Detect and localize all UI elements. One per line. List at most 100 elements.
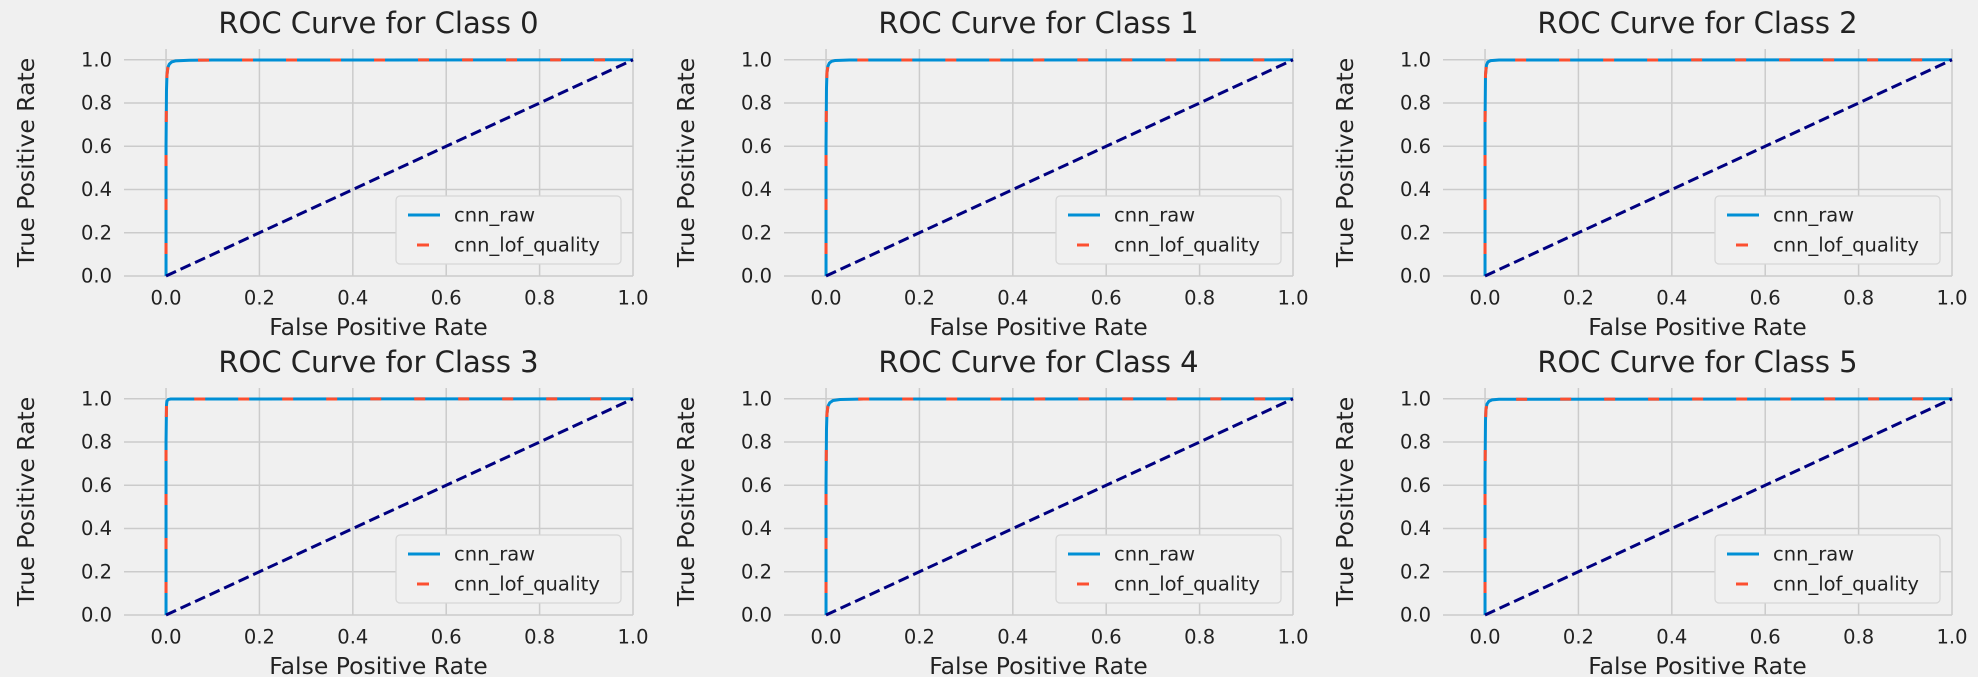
y-tick-label: 0.8 [81,431,112,454]
series-group [824,58,1294,278]
y-tick-label: 0.2 [1400,560,1431,583]
x-axis-label: False Positive Rate [269,652,487,677]
legend-label: cnn_lof_quality [1773,234,1919,257]
x-tick-label: 0.0 [811,287,842,310]
y-axis-label: True Positive Rate [1331,397,1359,607]
y-tick-label: 0.4 [1400,178,1431,201]
legend-label: cnn_lof_quality [1114,234,1260,257]
series-line-cnn-lof-quality [1483,58,1953,276]
subplot-title: ROC Curve for Class 1 [878,6,1198,40]
x-tick-label: 0.0 [1470,287,1501,310]
y-tick-label: 0.8 [1400,431,1431,454]
x-tick-label: 1.0 [617,626,648,649]
x-tick-label: 0.4 [337,287,368,310]
legend-label: cnn_lof_quality [454,573,600,596]
y-tick-label: 0.6 [741,135,772,158]
y-axis-label: True Positive Rate [672,58,700,268]
legend-label: cnn_lof_quality [454,234,600,257]
x-tick-label: 0.6 [1750,626,1781,649]
legend-box [395,195,622,265]
x-tick-label: 0.4 [337,626,368,649]
subplot-3: 0.0 0.2 0.4 0.6 0.8 1.0 0.0 0.2 0.4 0.6 0.8 1.0 ROC … [12,345,649,677]
y-tick-label: 1.0 [741,387,772,410]
subplot-1: 0.0 0.2 0.4 0.6 0.8 1.0 0.0 0.2 0.4 0.6 0.8 1.0 ROC … [672,6,1309,341]
y-tick-label: 0.4 [81,178,112,201]
y-tick-label: 0.4 [741,517,772,540]
y-axis-label: True Positive Rate [12,58,40,268]
x-tick-label: 0.6 [1091,287,1122,310]
x-tick-label: 0.6 [1091,626,1122,649]
x-tick-label: 0.6 [431,626,462,649]
y-tick-label: 0.2 [81,560,112,583]
x-tick-label: 1.0 [617,287,648,310]
subplot-title: ROC Curve for Class 4 [878,345,1198,379]
y-tick-label: 0.4 [1400,517,1431,540]
x-tick-label: 0.8 [524,626,555,649]
chance-diagonal-line [165,58,634,278]
legend: cnn_raw cnn_lof_quality [395,534,622,604]
y-axis-label: True Positive Rate [1331,58,1359,268]
x-tick-label: 0.4 [1656,626,1687,649]
legend-box [1714,195,1941,265]
y-tick-label: 0.0 [81,604,112,627]
chance-diagonal-line [1484,397,1953,617]
y-tick-label: 0.8 [741,431,772,454]
series-group [164,397,634,617]
y-tick-label: 0.2 [1400,221,1431,244]
x-axis-label: False Positive Rate [1588,652,1806,677]
legend: cnn_raw cnn_lof_quality [395,195,622,265]
subplot-title: ROC Curve for Class 5 [1537,345,1857,379]
series-group [824,397,1294,617]
y-axis-label: True Positive Rate [672,397,700,607]
x-tick-label: 0.2 [244,626,275,649]
x-tick-label: 0.4 [997,626,1028,649]
y-tick-label: 1.0 [741,48,772,71]
x-axis-label: False Positive Rate [1588,313,1806,341]
x-tick-label: 0.2 [904,287,935,310]
legend-label: cnn_raw [1773,543,1854,566]
y-tick-label: 0.0 [1400,265,1431,288]
x-axis-label: False Positive Rate [929,652,1147,677]
x-tick-label: 1.0 [1277,626,1308,649]
series-line-cnn-raw [164,397,634,615]
y-tick-label: 0.2 [81,221,112,244]
legend-box [1714,534,1941,604]
y-tick-label: 0.8 [741,92,772,115]
legend-label: cnn_lof_quality [1773,573,1919,596]
legend-label: cnn_raw [454,204,535,227]
x-tick-label: 0.6 [1750,287,1781,310]
x-tick-label: 0.0 [1470,626,1501,649]
y-tick-label: 0.0 [1400,604,1431,627]
legend-box [1055,195,1282,265]
subplot-title: ROC Curve for Class 3 [218,345,538,379]
y-tick-label: 0.2 [741,221,772,244]
x-tick-label: 0.0 [811,626,842,649]
y-tick-label: 0.6 [741,474,772,497]
x-tick-label: 0.6 [431,287,462,310]
series-group [164,58,634,278]
x-tick-label: 0.0 [151,626,182,649]
y-tick-label: 0.8 [1400,92,1431,115]
series-line-cnn-lof-quality [1483,397,1953,615]
x-tick-label: 1.0 [1936,287,1967,310]
x-tick-label: 0.2 [904,626,935,649]
x-tick-label: 0.2 [1563,287,1594,310]
y-tick-label: 0.6 [81,474,112,497]
y-tick-label: 0.6 [1400,135,1431,158]
legend-box [1055,534,1282,604]
y-tick-label: 0.8 [81,92,112,115]
y-tick-label: 0.2 [741,560,772,583]
chance-diagonal-line [1484,58,1953,278]
subplot-0: 0.0 0.2 0.4 0.6 0.8 1.0 0.0 0.2 0.4 0.6 0.8 1.0 ROC … [12,6,649,341]
y-tick-label: 0.6 [81,135,112,158]
x-tick-label: 0.2 [244,287,275,310]
legend-label: cnn_raw [454,543,535,566]
legend-label: cnn_raw [1773,204,1854,227]
series-group [1483,58,1953,278]
x-axis-label: False Positive Rate [269,313,487,341]
series-group [1483,397,1953,617]
chance-diagonal-line [165,397,634,617]
x-tick-label: 0.2 [1563,626,1594,649]
subplot-2: 0.0 0.2 0.4 0.6 0.8 1.0 0.0 0.2 0.4 0.6 0.8 1.0 ROC … [1331,6,1968,341]
